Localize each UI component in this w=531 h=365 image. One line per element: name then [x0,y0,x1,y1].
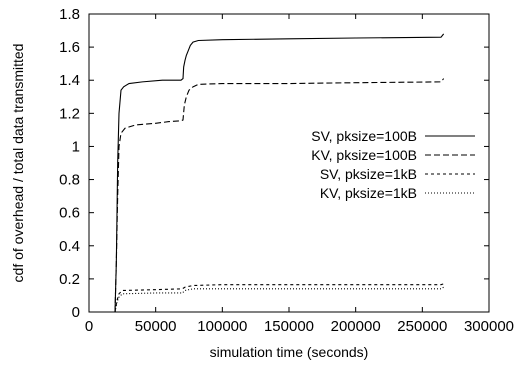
y-tick-label: 0.8 [59,172,80,189]
legend-label: KV, pksize=1kB [320,185,417,201]
series-lines [114,33,445,313]
x-tick-label: 150000 [264,318,314,335]
x-tick-label: 200000 [331,318,381,335]
y-tick-label: 1.2 [59,105,80,122]
y-tick-label: 0.6 [59,205,80,222]
y-tick-label: 0.2 [59,271,80,288]
x-tick-label: 300000 [464,318,514,335]
y-tick-label: 0.4 [59,238,80,255]
axis-ticks [88,13,490,313]
x-tick-label: 250000 [397,318,447,335]
series-line-3 [114,286,444,313]
series-line-0 [114,33,445,313]
x-tick-label: 0 [85,318,93,335]
y-axis-title: cdf of overhead / total data transmitted [10,44,26,283]
y-tick-label: 1.8 [59,6,80,23]
legend: SV, pksize=100B KV, pksize=100B SV, pksize… [311,128,475,201]
series-line-1 [114,78,445,313]
y-tick-label: 1.4 [59,72,80,89]
x-tick-label: 100000 [197,318,247,335]
x-tick-labels: 0 50000 100000 150000 200000 250000 300000 [85,318,514,335]
series-line-2 [114,283,444,313]
legend-label: SV, pksize=1kB [320,166,417,182]
plot-frame [88,13,490,313]
y-tick-label: 0 [72,304,80,321]
y-tick-label: 1.6 [59,39,80,56]
legend-label: KV, pksize=100B [311,147,417,163]
y-tick-label: 1 [72,138,80,155]
y-tick-labels: 0 0.2 0.4 0.6 0.8 1 1.2 1.4 1.6 1.8 [59,6,80,321]
x-axis-title: simulation time (seconds) [210,344,369,360]
x-tick-label: 50000 [135,318,177,335]
legend-label: SV, pksize=100B [311,128,417,144]
